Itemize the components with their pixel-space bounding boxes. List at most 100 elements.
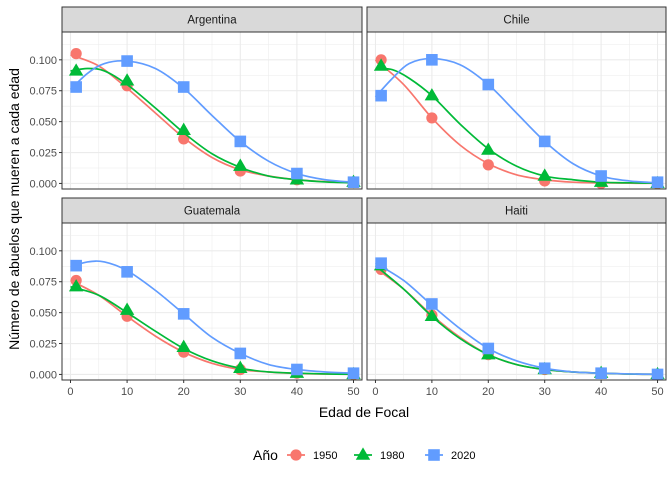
data-point bbox=[482, 78, 495, 91]
panel-argentina: Argentina 0.000 0.025 0.050 0.075 0.100 bbox=[29, 6, 363, 190]
y-tick-label: 0.025 bbox=[29, 339, 57, 351]
data-point bbox=[373, 58, 389, 71]
data-point bbox=[233, 158, 248, 171]
y-tick-label: 0.075 bbox=[29, 86, 57, 98]
x-tick-label: 30 bbox=[539, 386, 551, 398]
legend-key-marker bbox=[290, 449, 302, 461]
grid bbox=[62, 32, 362, 189]
facet-panels: Argentina 0.000 0.025 0.050 0.075 0.100 Chile G… bbox=[29, 6, 667, 398]
facet-strip-label: Haiti bbox=[505, 206, 528, 218]
data-point bbox=[595, 170, 607, 182]
data-point bbox=[234, 347, 247, 360]
data-point bbox=[68, 279, 84, 292]
data-point bbox=[537, 168, 552, 181]
x-axis-label: Edad de Focal bbox=[319, 404, 409, 420]
y-tick-label: 0.050 bbox=[29, 117, 57, 129]
data-point bbox=[424, 88, 440, 101]
data-point bbox=[70, 259, 82, 272]
legend-key-marker bbox=[428, 449, 440, 461]
legend-key-marker bbox=[355, 447, 371, 460]
series-2020 bbox=[374, 54, 664, 189]
legend-item-1950: 1950 bbox=[287, 449, 337, 462]
y-tick-label: 0.000 bbox=[29, 178, 57, 190]
x-tick-label: 10 bbox=[121, 386, 133, 398]
facet-strip bbox=[61, 197, 363, 224]
data-point bbox=[375, 257, 387, 269]
data-point bbox=[347, 367, 360, 380]
data-point bbox=[119, 73, 135, 86]
data-point bbox=[177, 81, 190, 93]
series-2020 bbox=[70, 259, 360, 380]
y-tick-label: 0.000 bbox=[29, 369, 57, 381]
data-point bbox=[424, 308, 440, 322]
panel-border bbox=[366, 31, 667, 190]
panel-chile: Chile bbox=[366, 6, 667, 190]
panel-border bbox=[61, 31, 363, 190]
legend-item-1980: 1980 bbox=[354, 447, 404, 462]
x-tick-label: 40 bbox=[291, 386, 303, 398]
data-point bbox=[538, 135, 551, 148]
panel-border bbox=[366, 222, 667, 381]
data-point bbox=[595, 367, 607, 380]
data-point bbox=[291, 363, 303, 376]
data-point bbox=[178, 133, 190, 145]
data-point bbox=[426, 298, 438, 310]
data-point bbox=[177, 308, 190, 320]
data-point bbox=[375, 89, 387, 102]
x-tick-label: 30 bbox=[234, 386, 246, 398]
legend-title: Año bbox=[253, 447, 278, 463]
data-point bbox=[121, 55, 133, 67]
y-tick-label: 0.075 bbox=[29, 277, 57, 289]
x-tick-label: 50 bbox=[651, 386, 663, 398]
y-tick-label: 0.100 bbox=[29, 246, 57, 258]
data-point bbox=[426, 54, 438, 66]
x-tick-label: 50 bbox=[347, 386, 359, 398]
facet-strip bbox=[61, 6, 363, 33]
panel-haiti: Haiti 0 10 20 30 40 50 bbox=[366, 197, 667, 398]
series-line bbox=[375, 262, 658, 376]
facet-strip-label: Guatemala bbox=[184, 206, 241, 218]
data-point bbox=[234, 135, 247, 148]
data-point bbox=[68, 63, 84, 76]
x-tick-label: 0 bbox=[372, 386, 378, 398]
legend-label: 1950 bbox=[313, 450, 337, 462]
data-point bbox=[482, 159, 494, 171]
facet-strip bbox=[366, 197, 667, 224]
series-2020 bbox=[69, 55, 360, 189]
legend-label: 1980 bbox=[380, 450, 404, 462]
series-2020 bbox=[375, 257, 664, 381]
x-tick-label: 20 bbox=[178, 386, 190, 398]
y-tick-label: 0.050 bbox=[29, 308, 57, 320]
y-tick-label: 0.100 bbox=[29, 55, 57, 67]
data-point bbox=[291, 167, 303, 180]
facet-strip-label: Chile bbox=[503, 15, 529, 27]
data-point bbox=[233, 360, 248, 373]
legend-item-2020: 2020 bbox=[425, 449, 475, 462]
data-point bbox=[119, 302, 135, 315]
facet-strip-label: Argentina bbox=[187, 15, 237, 27]
x-tick-label: 40 bbox=[595, 386, 607, 398]
panel-border bbox=[61, 222, 363, 381]
legend-label: 2020 bbox=[451, 450, 475, 462]
data-point bbox=[482, 342, 495, 355]
data-point bbox=[651, 368, 664, 381]
x-tick-label: 20 bbox=[482, 386, 494, 398]
data-point bbox=[347, 176, 360, 189]
data-point bbox=[651, 176, 664, 189]
series-line bbox=[70, 285, 354, 376]
panel-guatemala: Guatemala 0.000 0.025 0.050 0.075 0.100 0 10 20 3… bbox=[29, 197, 363, 398]
legend: Año 1950 1980 2020 bbox=[253, 447, 475, 463]
grid bbox=[367, 223, 666, 380]
x-tick-label: 10 bbox=[426, 386, 438, 398]
y-tick-label: 0.025 bbox=[29, 148, 57, 160]
data-point bbox=[70, 81, 82, 93]
data-point bbox=[481, 142, 496, 155]
data-point bbox=[426, 112, 438, 124]
series-1980 bbox=[373, 58, 665, 189]
data-point bbox=[176, 122, 191, 135]
data-point bbox=[538, 362, 551, 375]
data-point bbox=[176, 339, 191, 352]
data-point bbox=[70, 48, 82, 60]
x-tick-label: 0 bbox=[67, 386, 73, 398]
